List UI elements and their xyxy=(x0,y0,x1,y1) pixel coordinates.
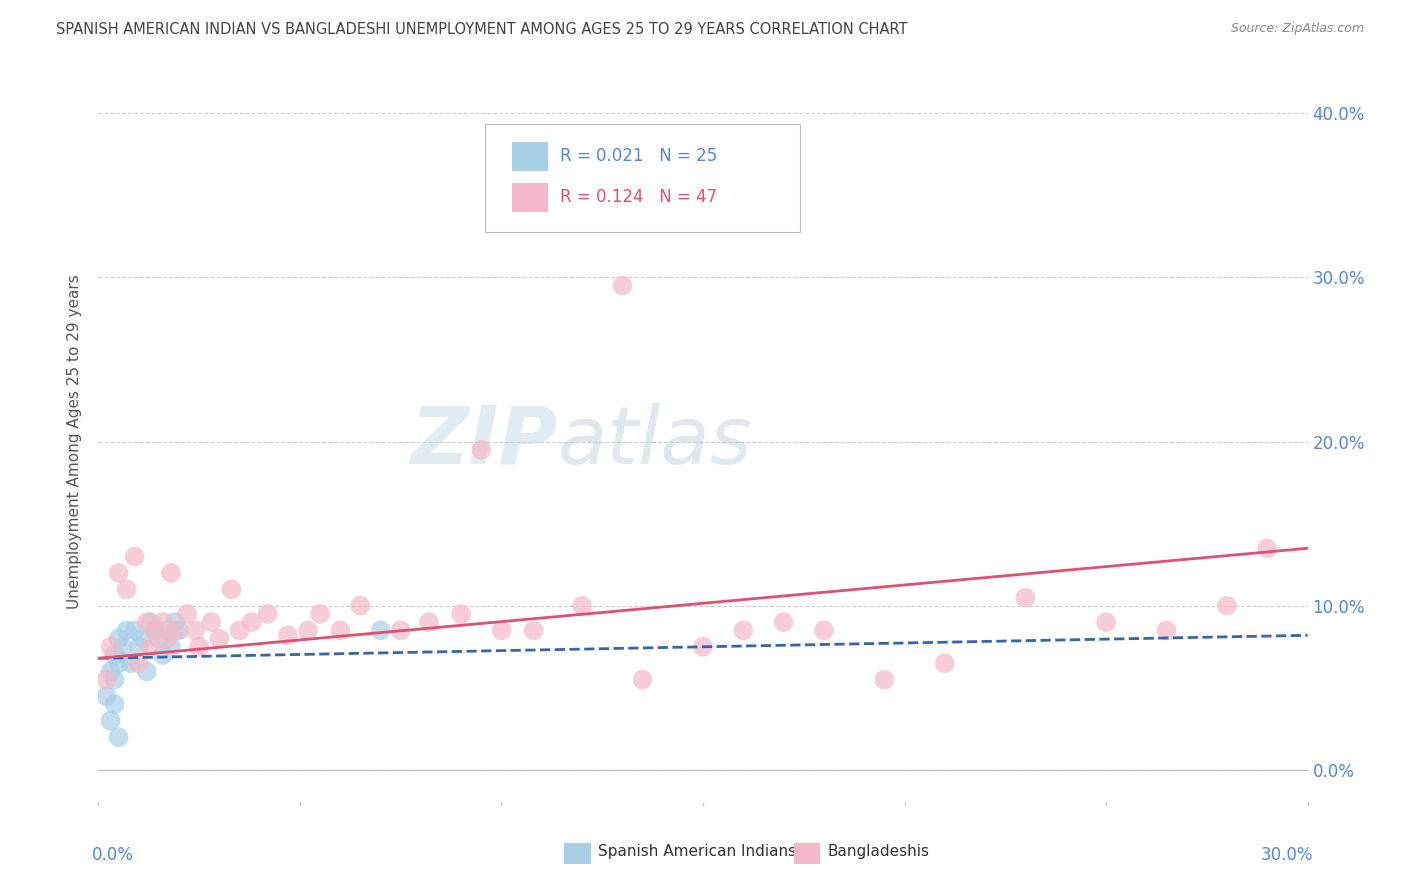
Point xyxy=(772,615,794,630)
Point xyxy=(200,615,222,630)
Point xyxy=(128,657,150,671)
Text: atlas: atlas xyxy=(558,402,752,481)
Point xyxy=(111,640,134,654)
Point xyxy=(873,673,896,687)
Point xyxy=(107,566,129,580)
Point xyxy=(156,632,179,646)
Point xyxy=(934,657,956,671)
Point xyxy=(221,582,243,597)
Point xyxy=(418,615,440,630)
Point xyxy=(103,648,125,662)
Point xyxy=(733,624,755,638)
Point xyxy=(167,624,190,638)
Y-axis label: Unemployment Among Ages 25 to 29 years: Unemployment Among Ages 25 to 29 years xyxy=(67,274,83,609)
Point xyxy=(631,673,654,687)
Point xyxy=(470,442,492,457)
Text: 0.0%: 0.0% xyxy=(93,847,134,864)
Point xyxy=(100,714,122,728)
Point xyxy=(163,624,186,638)
Point xyxy=(1156,624,1178,638)
Point xyxy=(139,640,162,654)
Point xyxy=(176,607,198,621)
Point xyxy=(160,640,183,654)
Point xyxy=(208,632,231,646)
Point xyxy=(349,599,371,613)
Point xyxy=(163,615,186,630)
Point xyxy=(491,624,513,638)
Point xyxy=(124,549,146,564)
Point xyxy=(188,640,211,654)
Point xyxy=(297,624,319,638)
Point xyxy=(115,582,138,597)
Point xyxy=(389,624,412,638)
Point xyxy=(103,698,125,712)
Point xyxy=(128,640,150,654)
Text: SPANISH AMERICAN INDIAN VS BANGLADESHI UNEMPLOYMENT AMONG AGES 25 TO 29 YEARS CO: SPANISH AMERICAN INDIAN VS BANGLADESHI U… xyxy=(56,22,908,37)
Point xyxy=(571,599,593,613)
Point xyxy=(107,730,129,744)
Point xyxy=(370,624,392,638)
Text: Source: ZipAtlas.com: Source: ZipAtlas.com xyxy=(1230,22,1364,36)
Point xyxy=(124,624,146,638)
Text: R = 0.124   N = 47: R = 0.124 N = 47 xyxy=(561,188,717,206)
Point xyxy=(1216,599,1239,613)
Point xyxy=(612,278,634,293)
Point xyxy=(450,607,472,621)
Point xyxy=(184,624,207,638)
Point xyxy=(160,566,183,580)
Point xyxy=(115,624,138,638)
Point xyxy=(143,624,166,638)
Point xyxy=(132,632,155,646)
Text: R = 0.021   N = 25: R = 0.021 N = 25 xyxy=(561,147,717,165)
Point xyxy=(96,673,118,687)
FancyBboxPatch shape xyxy=(512,142,548,170)
Point xyxy=(100,640,122,654)
FancyBboxPatch shape xyxy=(485,124,800,232)
Text: 30.0%: 30.0% xyxy=(1261,847,1313,864)
Point xyxy=(135,665,157,679)
Point xyxy=(156,624,179,638)
Point xyxy=(139,615,162,630)
Point xyxy=(256,607,278,621)
Point xyxy=(107,632,129,646)
FancyBboxPatch shape xyxy=(512,183,548,211)
FancyBboxPatch shape xyxy=(793,843,820,864)
Point xyxy=(523,624,546,638)
Point xyxy=(240,615,263,630)
Text: Spanish American Indians: Spanish American Indians xyxy=(598,845,796,859)
Point xyxy=(152,648,174,662)
Point xyxy=(100,665,122,679)
Text: Bangladeshis: Bangladeshis xyxy=(828,845,929,859)
Point xyxy=(1014,591,1036,605)
Point xyxy=(1095,615,1118,630)
Text: ZIP: ZIP xyxy=(411,402,558,481)
Point xyxy=(228,624,250,638)
Point xyxy=(1256,541,1278,556)
Point xyxy=(152,615,174,630)
Point xyxy=(329,624,352,638)
Point xyxy=(309,607,332,621)
Point xyxy=(135,615,157,630)
Point xyxy=(96,689,118,703)
Point xyxy=(143,624,166,638)
Point xyxy=(120,657,142,671)
Point xyxy=(107,657,129,671)
Point xyxy=(148,632,170,646)
Point xyxy=(277,628,299,642)
FancyBboxPatch shape xyxy=(564,843,591,864)
Point xyxy=(813,624,835,638)
Point xyxy=(103,673,125,687)
Point xyxy=(692,640,714,654)
